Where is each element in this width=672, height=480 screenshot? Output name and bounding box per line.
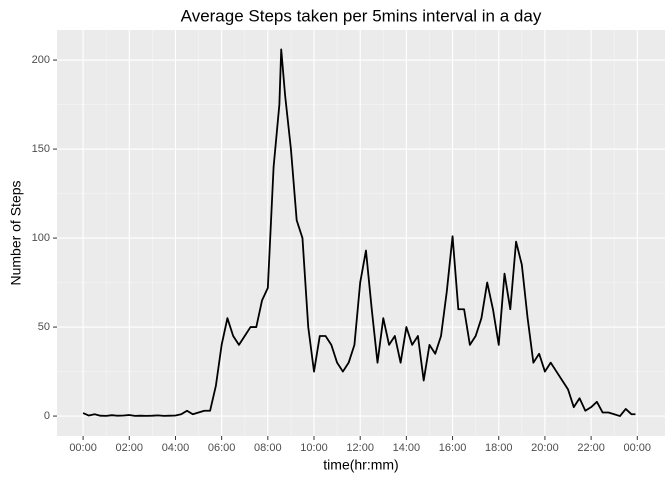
chart-title: Average Steps taken per 5mins interval i… [181,6,542,25]
data-line [82,48,636,417]
x-tick-label: 00:00 [69,442,97,454]
x-tick-label: 08:00 [254,442,282,454]
x-tick-label: 18:00 [485,442,513,454]
x-tick-label: 20:00 [531,442,559,454]
y-tick-label: 0 [44,410,50,422]
x-tick-label: 14:00 [393,442,421,454]
x-axis-title: time(hr:mm) [323,457,398,473]
x-tick-label: 16:00 [439,442,467,454]
x-tick-label: 12:00 [346,442,374,454]
x-tick-label: 00:00 [624,442,652,454]
x-tick-label: 10:00 [300,442,328,454]
y-tick-label: 200 [32,54,50,66]
x-tick-label: 04:00 [162,442,190,454]
x-tick-label: 22:00 [577,442,605,454]
y-axis-title: Number of Steps [8,180,24,285]
y-tick-label: 50 [38,321,50,333]
y-tick-label: 150 [32,143,50,155]
y-tick-label: 100 [32,232,50,244]
x-tick-label: 02:00 [116,442,144,454]
x-tick-label: 06:00 [208,442,236,454]
panel [57,30,665,436]
